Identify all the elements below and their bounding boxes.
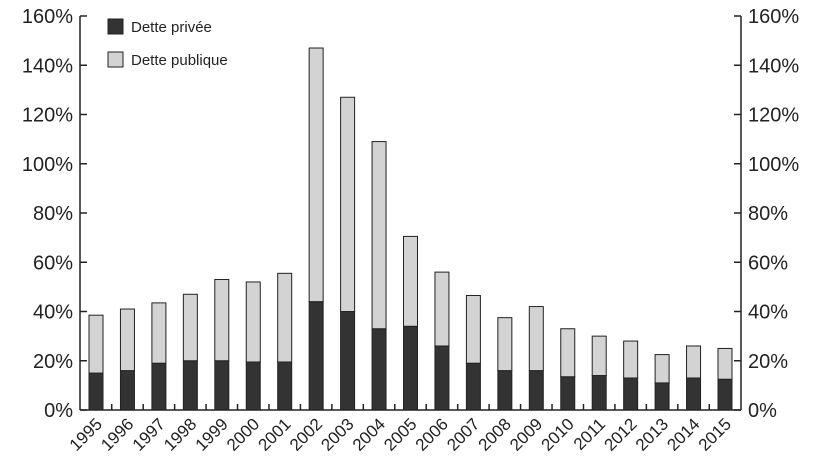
y-tick-label-left: 100% (22, 154, 73, 176)
y-tick-label-left: 60% (33, 252, 73, 274)
bar-dette-publique-2014 (686, 345, 702, 379)
x-tick-label-2005: 2005 (380, 415, 420, 455)
y-tick-label-left: 20% (33, 351, 73, 373)
x-tick-label-2012: 2012 (600, 415, 640, 455)
x-tick-label-2006: 2006 (412, 415, 452, 455)
y-tick-label-right: 100% (748, 154, 799, 176)
bar-dette-publique-2009 (528, 306, 544, 372)
bar-dette-privee-1997 (151, 362, 167, 411)
bar-dette-privee-1995 (88, 372, 104, 411)
x-tick-label-1999: 1999 (192, 415, 232, 455)
bar-dette-privee-2008 (497, 370, 513, 411)
x-tick-label-1997: 1997 (129, 415, 169, 455)
legend-label-dette-publique: Dette publique (131, 52, 228, 69)
bar-dette-publique-2001 (277, 272, 293, 363)
y-tick-label-left: 140% (22, 55, 73, 77)
x-tick-label-2011: 2011 (570, 415, 609, 454)
bar-dette-publique-1999 (214, 278, 230, 362)
y-tick-label-right: 140% (748, 55, 799, 77)
legend-swatch-dette-privee (107, 18, 124, 35)
bar-dette-privee-2013 (654, 382, 670, 411)
x-tick-label-2009: 2009 (506, 415, 546, 455)
legend: Dette privée Dette publique (107, 18, 228, 69)
bar-dette-privee-2001 (277, 361, 293, 411)
y-tick-label-left: 160% (22, 6, 73, 28)
y-tick-label-left: 120% (22, 105, 73, 127)
x-tick-label-2007: 2007 (443, 415, 483, 455)
bar-dette-publique-1996 (119, 308, 135, 372)
y-tick-label-right: 60% (748, 252, 788, 274)
x-tick-label-2002: 2002 (286, 415, 326, 455)
bar-dette-publique-2015 (717, 347, 733, 380)
bar-dette-privee-2007 (465, 362, 481, 411)
bar-dette-publique-2005 (403, 235, 418, 327)
bars (88, 47, 733, 411)
x-tick-label-2003: 2003 (317, 415, 357, 455)
x-tick-label-2010: 2010 (538, 415, 578, 455)
bar-dette-publique-1995 (88, 314, 104, 374)
legend-label-dette-privee: Dette privée (131, 19, 212, 36)
bar-dette-publique-1997 (151, 302, 167, 364)
bar-dette-privee-2005 (403, 325, 418, 411)
x-tick-label-2001: 2001 (255, 415, 295, 455)
bar-dette-privee-1996 (119, 370, 135, 411)
bar-dette-privee-2012 (623, 377, 639, 411)
x-tick-label-1998: 1998 (160, 415, 200, 455)
bar-dette-privee-2014 (686, 377, 702, 411)
y-tick-label-right: 80% (748, 203, 788, 225)
bar-dette-publique-1998 (182, 293, 198, 362)
x-tick-label-2013: 2013 (632, 415, 672, 455)
bar-dette-privee-2004 (371, 328, 387, 411)
bar-dette-privee-2010 (560, 376, 576, 411)
bar-dette-privee-1999 (214, 360, 230, 411)
y-tick-label-left: 0% (44, 400, 73, 422)
bar-dette-publique-2003 (340, 96, 356, 312)
x-tick-label-2014: 2014 (663, 415, 703, 455)
bar-dette-privee-2006 (434, 345, 450, 411)
y-tick-label-right: 20% (748, 351, 788, 373)
bar-dette-publique-2011 (591, 335, 607, 377)
bar-dette-privee-2009 (528, 370, 544, 411)
x-tick-label-1996: 1996 (97, 415, 137, 455)
y-tick-label-left: 80% (33, 203, 73, 225)
bar-dette-publique-2002 (308, 47, 324, 303)
bar-dette-publique-2013 (654, 354, 670, 384)
x-tick-label-2015: 2015 (695, 415, 735, 455)
y-tick-label-right: 120% (748, 105, 799, 127)
bar-dette-publique-2006 (434, 271, 450, 347)
bar-dette-privee-2003 (340, 311, 356, 411)
bar-dette-publique-2012 (623, 340, 639, 379)
x-tick-label-2000: 2000 (223, 415, 263, 455)
legend-swatch-dette-publique (107, 51, 124, 68)
bar-dette-publique-2008 (497, 317, 513, 372)
bar-dette-publique-2004 (371, 141, 387, 330)
y-tick-label-right: 160% (748, 6, 799, 28)
bar-dette-privee-2015 (717, 378, 733, 411)
y-tick-label-right: 0% (748, 400, 777, 422)
y-tick-label-right: 40% (748, 302, 788, 324)
x-tick-label-2008: 2008 (475, 415, 515, 455)
bar-dette-privee-2011 (591, 375, 607, 411)
bar-dette-privee-2000 (245, 361, 261, 411)
x-tick-label-2004: 2004 (349, 415, 389, 455)
bar-dette-privee-1998 (182, 360, 198, 411)
bar-dette-publique-2010 (560, 328, 576, 378)
y-tick-label-left: 40% (33, 302, 73, 324)
bar-dette-publique-2007 (465, 294, 481, 364)
bar-dette-privee-2002 (308, 301, 324, 411)
bar-dette-publique-2000 (245, 281, 261, 363)
